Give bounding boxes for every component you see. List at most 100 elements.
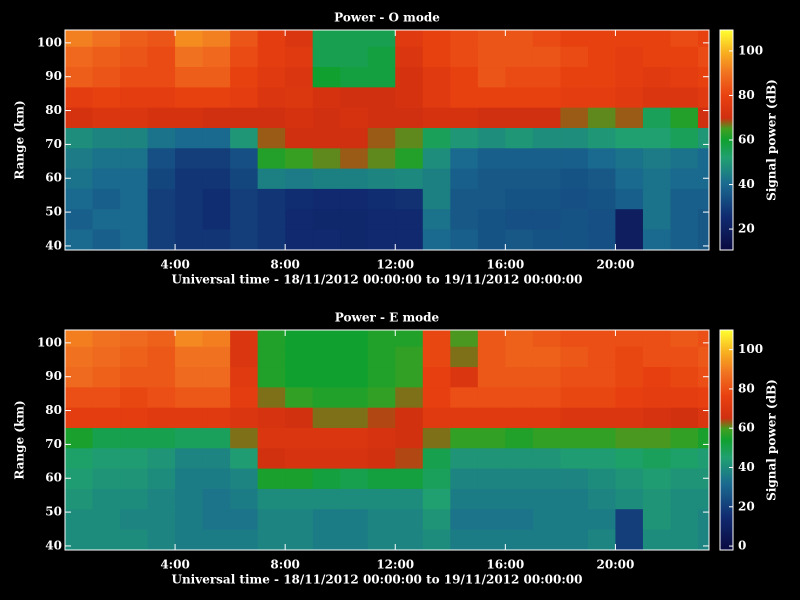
heatmap-cell [615,427,643,448]
heatmap-cell [670,367,698,388]
heatmap-cell [340,107,368,128]
heatmap-cell [395,127,423,148]
heatmap-cell [588,387,616,408]
heatmap-cell [65,148,93,169]
heatmap-cell [340,509,368,530]
heatmap-cell [148,529,176,550]
heatmap-cell [368,448,396,469]
heatmap-cell [148,387,176,408]
heatmap-cell [340,346,368,367]
heatmap-cell [615,67,643,88]
heatmap-cell [643,330,671,347]
heatmap-cell [395,148,423,169]
heatmap-cell [395,87,423,108]
heatmap-cell [670,148,698,169]
heatmap-cell [313,387,341,408]
heatmap-cell [560,367,588,388]
heatmap-cell [175,427,203,448]
heatmap-cell [560,468,588,489]
heatmap-cell [368,168,396,189]
heatmap-cell [148,468,176,489]
heatmap-cell [698,448,710,469]
heatmap-cell [450,30,478,47]
heatmap-cell [65,488,93,509]
heatmap-cell [588,367,616,388]
heatmap-cell [615,188,643,209]
heatmap-cell [258,30,286,47]
heatmap-cell [560,46,588,67]
heatmap-cell [175,448,203,469]
heatmap-cell [533,509,561,530]
heatmap-cell [588,67,616,88]
heatmap-cell [203,488,231,509]
heatmap-cell [368,229,396,250]
heatmap-cell [588,229,616,250]
heatmap-cell [533,67,561,88]
heatmap-cell [203,330,231,347]
heatmap-cell [478,46,506,67]
heatmap-cell [148,67,176,88]
heatmap-cell [560,148,588,169]
y-axis-label: Range (km) [13,100,27,179]
heatmap-cell [533,148,561,169]
heatmap-cell [505,367,533,388]
heatmap-cell [203,448,231,469]
heatmap-cell [258,127,286,148]
heatmap-cell [643,188,671,209]
heatmap-cell [258,407,286,428]
heatmap-cell [230,427,258,448]
heatmap-cell [643,127,671,148]
heatmap-cell [313,529,341,550]
heatmap-cell [643,67,671,88]
heatmap-cell [285,529,313,550]
heatmap-cell [505,488,533,509]
heatmap-cell [615,209,643,230]
heatmap-cell [423,46,451,67]
heatmap-cell [643,488,671,509]
heatmap-cell [423,107,451,128]
heatmap-cell [65,529,93,550]
heatmap-cell [450,67,478,88]
heatmap-cell [505,427,533,448]
heatmap-cell [423,168,451,189]
heatmap-cell [643,148,671,169]
colorbar-tick-label: 60 [738,133,755,147]
heatmap-cell [65,127,93,148]
heatmap-cell [615,46,643,67]
colorbar-tick-label: 20 [738,222,755,236]
heatmap-cell [505,168,533,189]
heatmap-cell [368,509,396,530]
heatmap-cell [423,407,451,428]
heatmap-cell [670,488,698,509]
heatmap-cell [340,46,368,67]
heatmap-cell [395,468,423,489]
colorbar-tick-label: 80 [738,381,755,395]
heatmap-cell [560,427,588,448]
heatmap-cell [93,188,121,209]
heatmap-cell [313,107,341,128]
heatmap-cell [285,107,313,128]
heatmap-cell [203,346,231,367]
heatmap-cell [175,407,203,428]
heatmap-cell [120,330,148,347]
heatmap-cell [230,509,258,530]
heatmap-cell [423,387,451,408]
heatmap-cell [588,529,616,550]
heatmap-cell [450,488,478,509]
heatmap-cell [258,67,286,88]
heatmap-cell [148,188,176,209]
heatmap-cell [230,330,258,347]
heatmap-cell [258,468,286,489]
heatmap-cell [643,448,671,469]
heatmap-cell [285,387,313,408]
heatmap-cell [670,30,698,47]
heatmap-cell [505,387,533,408]
heatmap-cell [285,367,313,388]
heatmap-cell [65,448,93,469]
heatmap-cell [395,229,423,250]
heatmap-cell [340,407,368,428]
heatmap-cell [423,209,451,230]
heatmap-cell [560,168,588,189]
heatmap-cell [230,46,258,67]
